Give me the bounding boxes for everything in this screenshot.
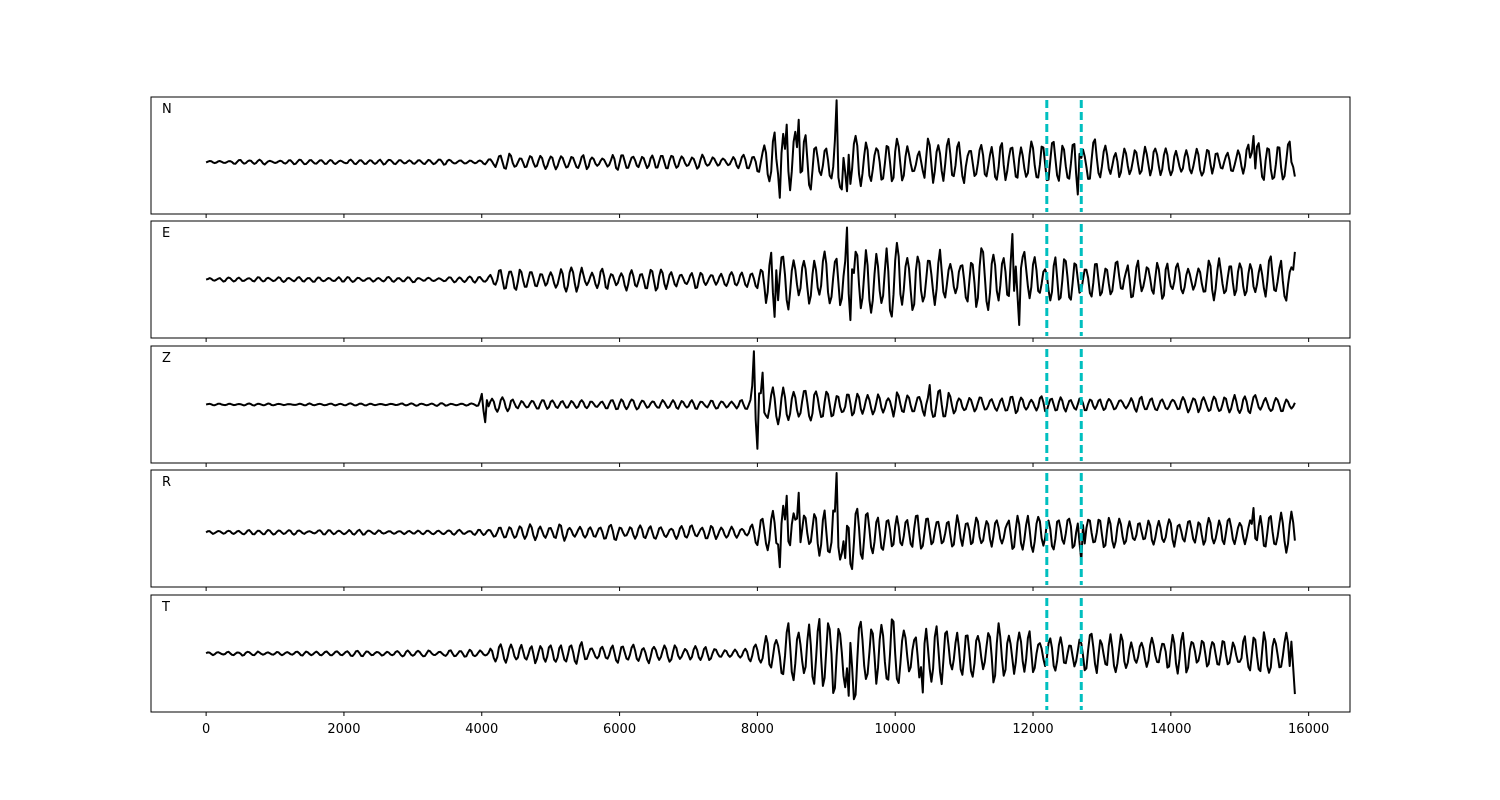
panel-label: E <box>162 226 170 241</box>
panel-n: N <box>150 96 1351 218</box>
panel-frame <box>150 594 1351 713</box>
panel-label: N <box>162 102 172 117</box>
panel-r: R <box>150 469 1351 591</box>
panel-frame <box>150 96 1351 215</box>
x-axis: 0 2000 4000 6000 8000 10000 12000 14000 16000 <box>202 722 1329 737</box>
panel-label: T <box>161 600 170 615</box>
trace-t <box>205 618 1296 701</box>
x-tick-label: 14000 <box>1150 722 1191 737</box>
trace-z <box>205 350 1296 450</box>
x-tick-label: 12000 <box>1012 722 1053 737</box>
x-tick-label: 0 <box>202 722 210 737</box>
x-tick-label: 4000 <box>465 722 498 737</box>
trace-e <box>205 226 1296 326</box>
trace-panels: N E Z R T <box>150 96 1351 716</box>
trace-r <box>205 472 1296 571</box>
panel-frame <box>150 345 1351 464</box>
panel-t: T <box>150 594 1351 716</box>
x-tick-label: 16000 <box>1288 722 1329 737</box>
panel-z: Z <box>150 345 1351 467</box>
panel-frame <box>150 220 1351 339</box>
panel-e: E <box>150 220 1351 342</box>
x-tick-label: 2000 <box>327 722 360 737</box>
x-tick-label: 8000 <box>741 722 774 737</box>
trace-n <box>205 99 1296 199</box>
x-tick-label: 10000 <box>875 722 916 737</box>
panel-frame <box>150 469 1351 588</box>
x-tick-label: 6000 <box>603 722 636 737</box>
panel-label: R <box>162 475 171 490</box>
panel-label: Z <box>162 351 171 366</box>
